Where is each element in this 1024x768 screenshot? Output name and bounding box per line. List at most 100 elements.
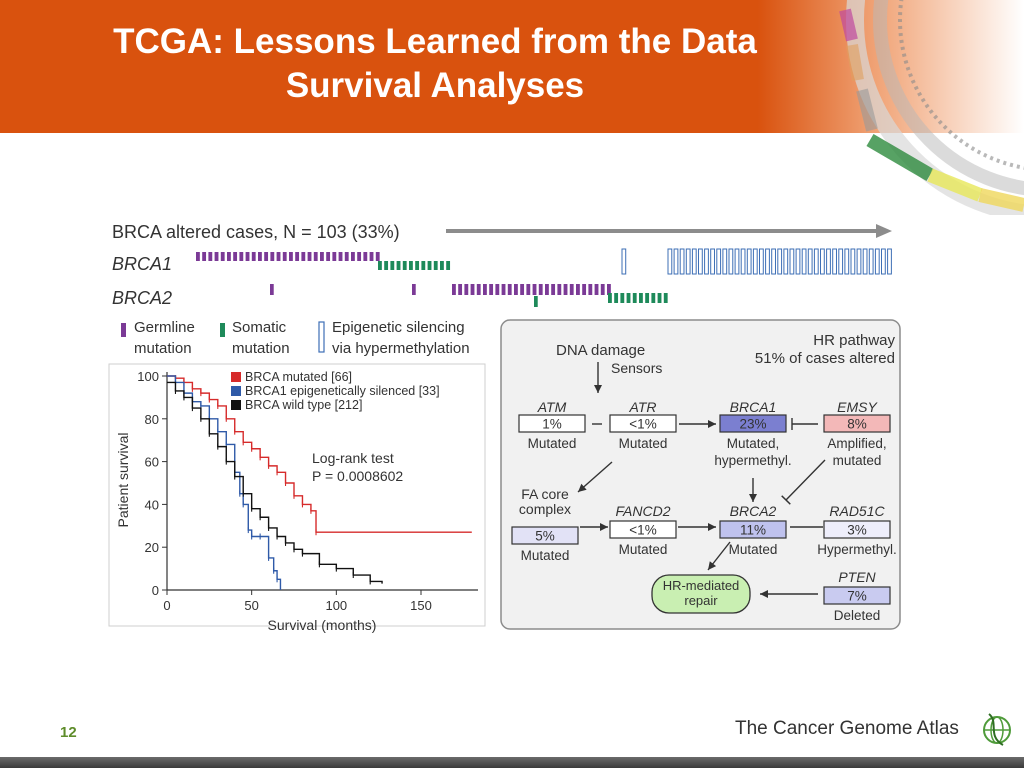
brca1-epigenetic-mark [881,248,886,275]
node-status: Mutated, [727,436,780,451]
oncoprint: BRCA altered cases, N = 103 (33%) BRCA1 … [112,222,892,357]
legend-somatic-line2: mutation [232,340,290,357]
brca2-germline-mark [563,284,568,295]
brca1-germline-mark [214,252,219,261]
node-name: RAD51C [829,503,885,519]
brca1-epigenetic-mark [710,248,715,275]
footer-bar [0,757,1024,768]
brca1-epigenetic-mark [759,248,764,275]
brca1-epigenetic-mark [826,248,831,275]
brca1-epigenetic-mark [621,248,627,275]
brca1-epigenetic-mark [704,248,709,275]
survival-curve-0 [167,375,472,533]
x-axis-label: Survival (months) [268,617,377,633]
node-percent: 1% [542,417,562,432]
pathway-node-fancd2: FANCD2 <1% Mutated [609,503,677,557]
log-rank-p-value: P = 0.0008602 [312,468,403,484]
survival-chart-frame [108,363,486,627]
arrow-atr-to-fa-head [578,483,587,492]
brca2-germline-mark [538,284,543,295]
brca1-germline-mark [332,252,337,261]
brca1-somatic-mark [415,261,420,270]
brca2-somatic-mark [632,293,637,303]
brca2-somatic-mark [639,293,643,303]
pathway-node-rad51c: RAD51C 3% Hypermethyl. [817,503,897,557]
brca1-germline-mark [202,252,207,261]
dna-damage-label: DNA damage [556,342,645,359]
hr-repair-line1: HR-mediated [663,578,740,593]
pathway-title-line1: HR pathway [813,332,895,349]
brca2-germline-mark [507,284,512,295]
y-tick-label: 60 [145,455,159,470]
node-name: BRCA1 [730,399,777,415]
brca1-somatic-mark [409,261,413,270]
brca2-germline-mark [470,284,475,295]
brca2-germline-mark [569,284,574,295]
pathway-arrows [577,362,826,598]
y-tick-label: 0 [152,583,159,598]
brca2-germline-mark [520,284,525,295]
pathway-node-brca2: BRCA2 11% Mutated [719,503,787,557]
brca1-epigenetic-mark [832,248,837,275]
node-status: mutated [833,453,882,468]
brca1-epigenetic-mark [813,248,819,275]
brca1-epigenetic-mark [691,248,697,275]
legend-epigenetic-line2: via hypermethylation [332,340,470,357]
node-percent: <1% [629,417,656,432]
node-percent: 5% [535,529,555,544]
brca1-germline-mark [270,252,275,261]
brca1-somatic-mark [402,261,407,270]
y-tick-label: 100 [137,369,159,384]
log-rank-label: Log-rank test [312,450,394,466]
brca2-somatic-mark [663,293,668,303]
node-name: FA core [521,486,569,502]
legend-swatch-2 [231,400,241,410]
node-status: Mutated [521,548,570,563]
survival-legend: BRCA mutated [66]BRCA1 epigenetically si… [231,370,440,412]
brca1-germline-mark [320,252,324,261]
pathway-node-atr: ATR <1% Mutated [609,399,677,451]
node-box [609,414,677,433]
y-tick-label: 80 [145,412,159,427]
brca1-germline-mark [375,252,380,261]
node-box [719,414,787,433]
brca1-epigenetic-mark [807,248,813,275]
brca2-germline-mark [458,284,463,295]
node-status: Mutated [619,436,668,451]
brca1-epigenetic-mark [728,248,734,275]
hr-pathway-diagram: HR pathway 51% of cases altered DNA dama… [500,319,901,630]
node-status: Amplified, [827,436,886,451]
legend-epigenetic-line1: Epigenetic silencing [332,319,465,336]
node-name: ATR [629,399,657,415]
genome-circle-decoration [839,0,1024,215]
node-status: Hypermethyl. [817,542,897,557]
inhibit-emsy-brca2 [785,459,826,501]
brca1-germline-mark [295,252,300,261]
oncoprint-row-brca1: BRCA1 [112,254,172,274]
logo-text: The Cancer Genome Atlas [735,718,959,739]
brca2-germline-mark [600,284,605,295]
brca1-germline-mark [338,252,343,261]
brca1-epigenetic-mark [789,248,795,275]
title-line-2: Survival Analyses [285,66,585,105]
brca1-germline-mark [301,252,306,261]
legend-swatch-somatic [220,323,225,337]
node-name: BRCA2 [730,503,777,519]
legend-label-1: BRCA1 epigenetically silenced [33] [245,384,440,398]
node-box [609,520,677,539]
brca2-germline-mark [489,284,494,295]
arrow-fancd2-to-brca2-head [708,523,716,531]
x-tick-label: 0 [163,598,170,613]
brca1-epigenetic-mark [679,248,685,275]
legend-somatic-line1: Somatic [232,319,287,336]
brca2-somatic-mark [608,293,612,303]
title-line-1: TCGA: Lessons Learned from the Data [113,22,757,61]
brca1-epigenetic-mark [820,248,825,275]
node-box [823,414,891,433]
x-tick-label: 150 [410,598,432,613]
pathway-node-atm: ATM 1% Mutated [518,399,586,451]
brca1-germline-mark [282,252,287,261]
brca2-germline-mark [483,284,487,295]
